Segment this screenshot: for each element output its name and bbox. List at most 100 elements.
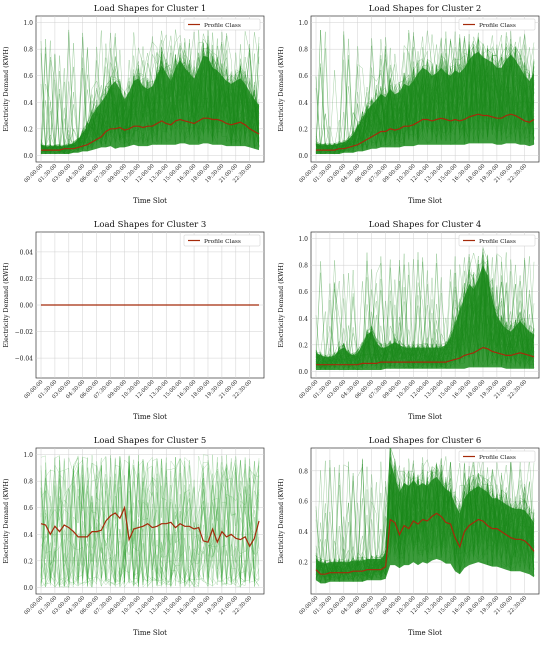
load-trace — [315, 472, 535, 583]
load-trace — [40, 455, 260, 586]
plot-layer — [315, 448, 535, 584]
load-trace — [315, 38, 535, 153]
profile-class-line — [316, 346, 535, 366]
y-axis-label: Electricity Demand (KWH) — [278, 263, 285, 348]
load-trace — [40, 457, 260, 587]
load-trace — [40, 454, 260, 585]
legend-label: Profile Class — [479, 239, 516, 245]
load-trace — [40, 458, 260, 587]
profile-class-line — [40, 505, 260, 548]
load-trace — [315, 256, 535, 370]
load-trace — [315, 259, 535, 371]
load-trace — [40, 457, 260, 588]
y-tick-label: 0.8 — [23, 47, 33, 54]
load-trace — [40, 455, 260, 587]
y-tick-label: 0.4 — [23, 532, 33, 539]
y-tick-label: 0.2 — [23, 558, 33, 565]
load-trace — [40, 455, 260, 588]
y-tick-label: −0.02 — [15, 329, 34, 336]
chart-title: Load Shapes for Cluster 5 — [94, 436, 207, 446]
x-axis-label: Time Slot — [408, 197, 442, 205]
y-tick-label: 0.02 — [20, 276, 34, 283]
load-trace — [315, 49, 535, 155]
load-trace — [40, 43, 260, 154]
load-trace — [40, 457, 260, 587]
chart-title: Load Shapes for Cluster 1 — [94, 4, 207, 14]
load-trace — [40, 454, 260, 588]
load-trace — [40, 460, 260, 588]
load-trace — [315, 261, 535, 370]
load-trace — [315, 29, 535, 148]
chart-svg-4: Load Shapes for Cluster 4 0.0 0.2 0.4 0.6 0.8… — [278, 220, 540, 421]
load-trace — [40, 457, 260, 588]
load-trace — [40, 456, 260, 587]
y-tick-label: 1.0 — [298, 236, 308, 243]
load-trace — [315, 57, 535, 153]
plot-layer — [315, 29, 535, 155]
y-tick-label: −0.04 — [15, 356, 34, 363]
load-trace — [40, 455, 260, 587]
y-tick-label: 0.00 — [20, 303, 34, 310]
chart-cluster-3: Load Shapes for Cluster 3 −0.04 −0.02 0.00 0… — [0, 216, 275, 432]
profile-class-line — [315, 512, 535, 575]
legend-box — [183, 18, 261, 31]
y-tick-label: 0.6 — [298, 499, 308, 506]
load-trace — [40, 456, 260, 588]
x-axis-label: Time Slot — [408, 413, 442, 421]
load-trace — [315, 264, 535, 370]
chart-cluster-4: Load Shapes for Cluster 4 0.0 0.2 0.4 0.6 0.8… — [275, 216, 550, 432]
chart-svg-2: Load Shapes for Cluster 2 0.0 0.2 0.4 0.6 0.8… — [278, 4, 540, 205]
y-tick-label: 0.4 — [23, 100, 33, 107]
load-trace — [40, 34, 260, 153]
chart-svg-1: Load Shapes for Cluster 1 0.0 0.2 0.4 0.6 0.8… — [3, 4, 265, 205]
y-tick-label: 1.0 — [23, 452, 33, 459]
y-tick-label: 0.2 — [298, 560, 308, 567]
x-axis-label: Time Slot — [133, 629, 167, 637]
legend-box — [458, 234, 536, 247]
plot-area — [35, 447, 265, 595]
y-tick-label: 0.2 — [298, 126, 308, 133]
plot-layer — [40, 29, 260, 155]
y-tick-label: 0.0 — [298, 369, 308, 376]
y-tick-label: 1.0 — [298, 20, 308, 27]
y-tick-label: 0.0 — [23, 153, 33, 160]
load-trace — [315, 252, 535, 371]
y-tick-label: 0.2 — [23, 126, 33, 133]
legend-label: Profile Class — [479, 23, 516, 29]
chart-svg-3: Load Shapes for Cluster 3 −0.04 −0.02 0.00 0… — [3, 220, 265, 421]
profile-class-line — [41, 117, 260, 151]
legend-label: Profile Class — [204, 23, 241, 29]
load-trace — [315, 273, 535, 370]
load-trace — [315, 448, 535, 582]
y-axis-label: Electricity Demand (KWH) — [3, 479, 10, 564]
y-axis-label: Electricity Demand (KWH) — [3, 263, 10, 348]
chart-title: Load Shapes for Cluster 6 — [369, 436, 482, 446]
profile-class-line — [316, 113, 535, 151]
chart-title: Load Shapes for Cluster 2 — [369, 4, 482, 14]
y-tick-label: 1.0 — [23, 20, 33, 27]
y-tick-label: 0.2 — [298, 342, 308, 349]
chart-title: Load Shapes for Cluster 3 — [94, 220, 207, 230]
load-trace — [40, 455, 260, 588]
y-tick-label: 0.8 — [298, 263, 308, 270]
legend-label: Profile Class — [479, 455, 516, 461]
load-trace — [40, 54, 260, 155]
y-tick-label: 0.8 — [298, 47, 308, 54]
y-tick-label: 0.6 — [23, 73, 33, 80]
load-trace — [40, 455, 260, 588]
y-tick-label: 0.0 — [23, 585, 33, 592]
load-trace — [315, 253, 535, 371]
load-trace — [315, 265, 535, 370]
chart-cluster-1: Load Shapes for Cluster 1 0.0 0.2 0.4 0.6 0.8… — [0, 0, 275, 216]
y-axis-label: Electricity Demand (KWH) — [278, 479, 285, 564]
y-tick-label: 0.4 — [298, 100, 308, 107]
load-trace — [315, 484, 535, 581]
load-trace — [315, 464, 535, 582]
x-axis-label: Time Slot — [133, 197, 167, 205]
y-axis-label: Electricity Demand (KWH) — [3, 47, 10, 132]
plot-layer — [40, 454, 260, 589]
load-trace — [40, 455, 260, 589]
load-trace — [315, 30, 535, 154]
load-trace — [315, 456, 535, 582]
